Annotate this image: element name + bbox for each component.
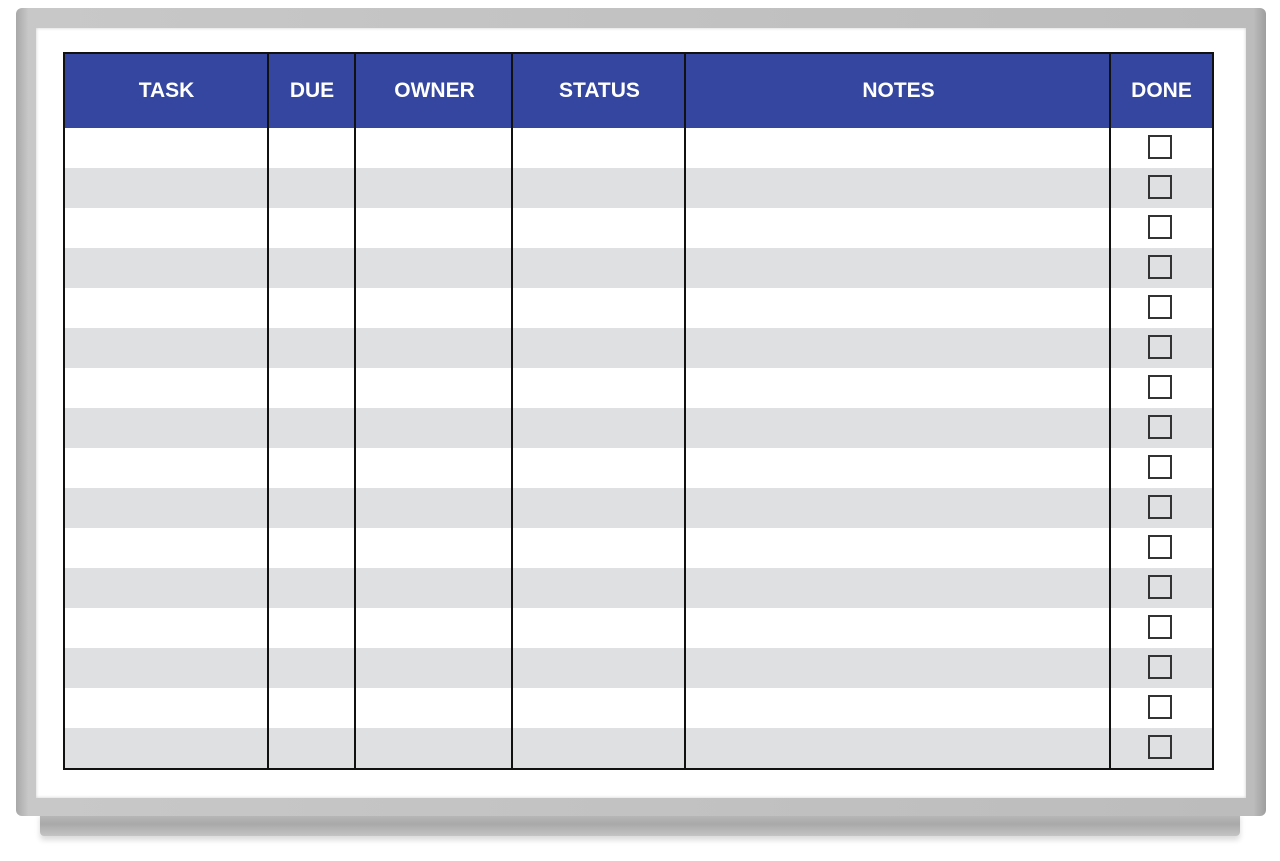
whiteboard-frame: TASK DUE OWNER STATUS NOTES DONE [16,8,1266,816]
table-row [65,288,1212,328]
done-checkbox[interactable] [1148,615,1172,639]
column-divider [511,54,513,768]
table-row [65,488,1212,528]
table-row [65,728,1212,768]
done-checkbox[interactable] [1148,255,1172,279]
done-checkbox[interactable] [1148,495,1172,519]
column-divider [267,54,269,768]
done-checkbox[interactable] [1148,215,1172,239]
done-checkbox[interactable] [1148,175,1172,199]
task-grid: TASK DUE OWNER STATUS NOTES DONE [63,52,1214,770]
header-status: STATUS [559,79,640,102]
table-row [65,208,1212,248]
table-row [65,448,1212,488]
table-row [65,408,1212,448]
column-divider [354,54,356,768]
header-done: DONE [1131,79,1192,102]
header-row: TASK DUE OWNER STATUS NOTES DONE [65,54,1212,128]
done-checkbox[interactable] [1148,695,1172,719]
header-due: DUE [289,79,335,102]
header-notes: NOTES [862,79,935,102]
header-task: TASK [138,79,195,102]
header-owner: OWNER [394,79,475,102]
done-checkbox[interactable] [1148,655,1172,679]
done-checkbox[interactable] [1148,375,1172,399]
table-row [65,168,1212,208]
whiteboard-surface: TASK DUE OWNER STATUS NOTES DONE [36,28,1246,798]
table-row [65,648,1212,688]
done-checkbox[interactable] [1148,535,1172,559]
table-row [65,528,1212,568]
table-row [65,128,1212,168]
done-checkbox[interactable] [1148,335,1172,359]
column-divider [684,54,686,768]
done-checkbox[interactable] [1148,415,1172,439]
column-divider [1109,54,1111,768]
table-row [65,608,1212,648]
done-checkbox[interactable] [1148,295,1172,319]
done-checkbox[interactable] [1148,735,1172,759]
table-row [65,688,1212,728]
table-row [65,568,1212,608]
done-checkbox[interactable] [1148,135,1172,159]
table-row [65,368,1212,408]
done-checkbox[interactable] [1148,455,1172,479]
done-checkbox[interactable] [1148,575,1172,599]
table-row [65,248,1212,288]
marker-tray [40,812,1240,836]
table-row [65,328,1212,368]
